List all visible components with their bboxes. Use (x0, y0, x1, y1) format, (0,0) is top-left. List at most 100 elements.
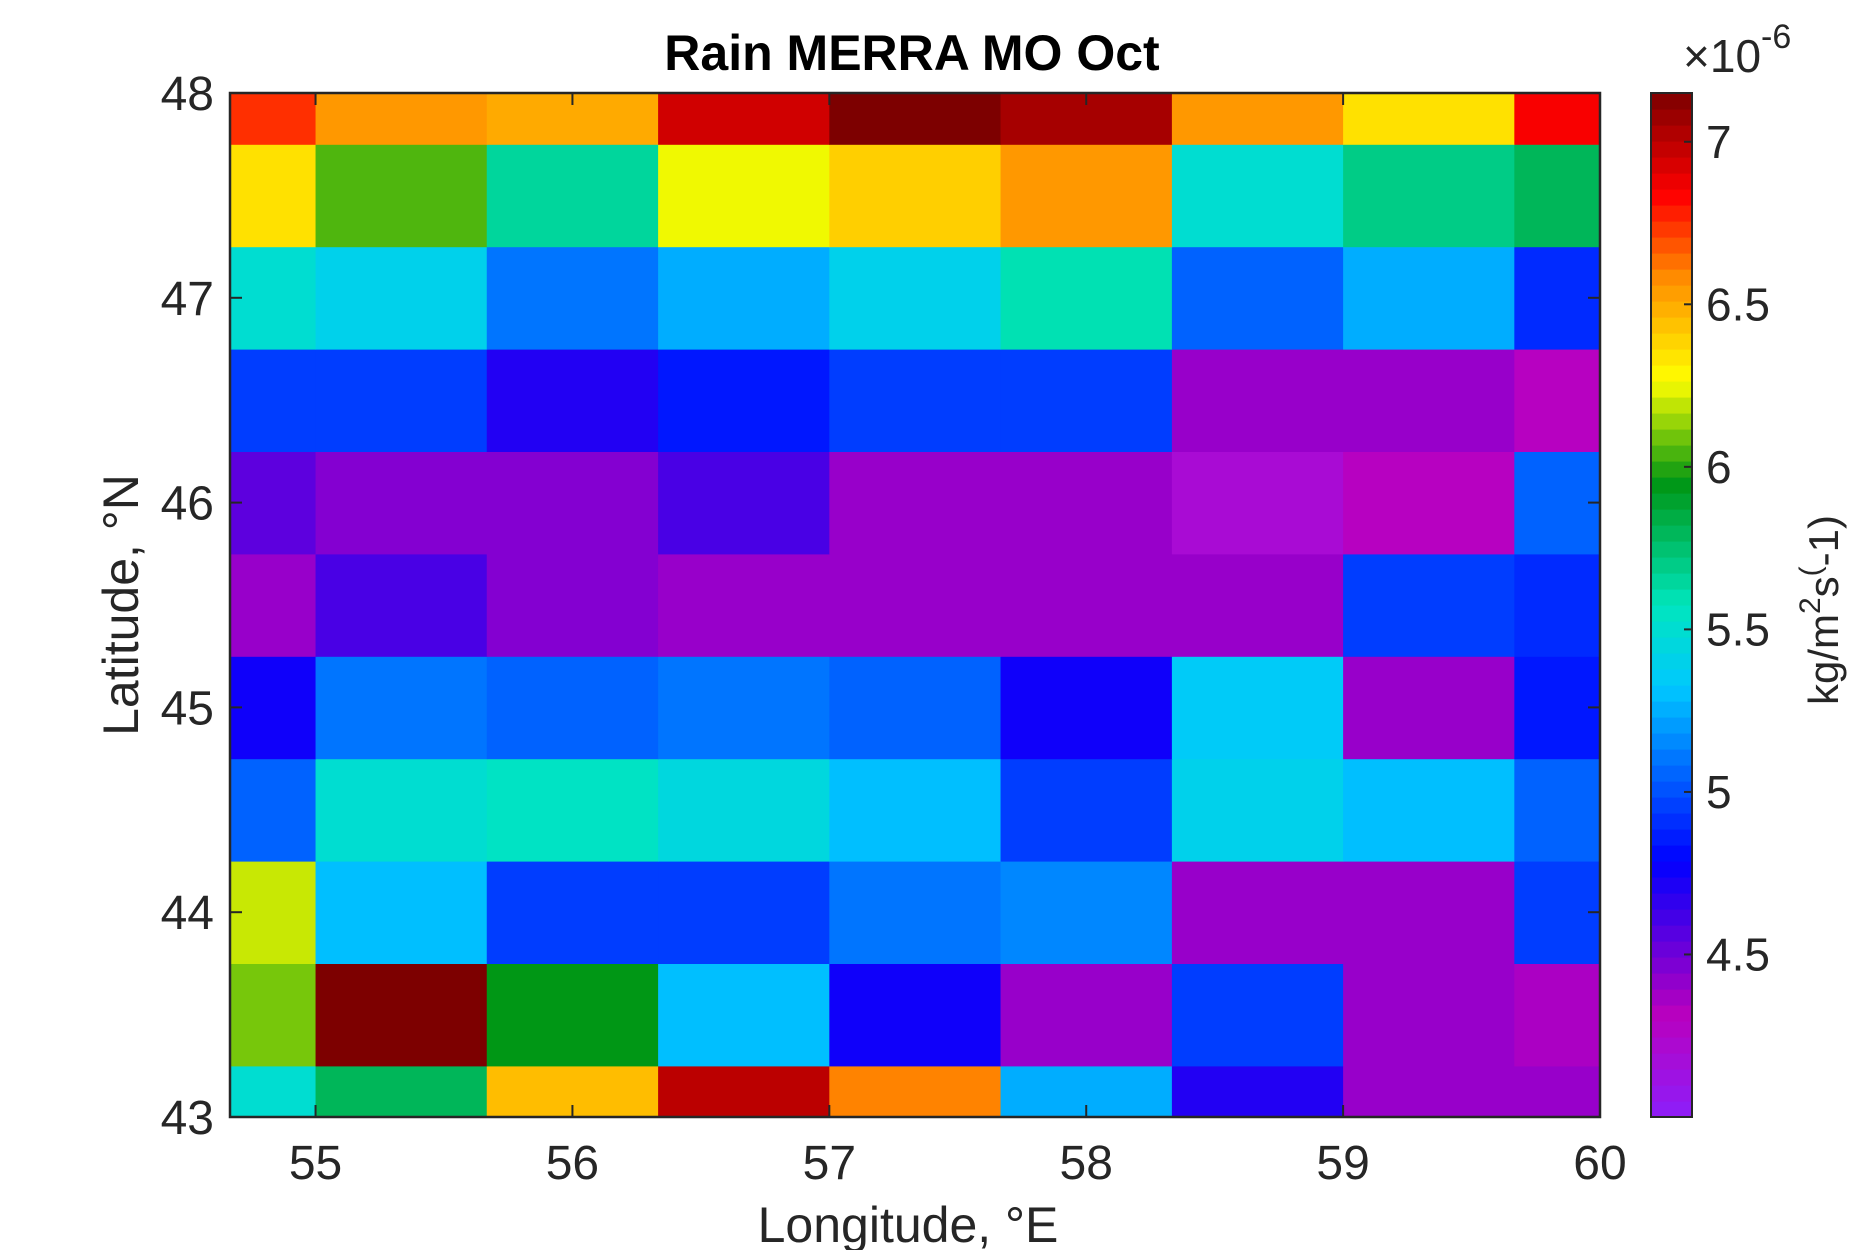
colorbar-label-exp: -1) (1800, 515, 1847, 566)
heatmap-cell (1514, 553, 1601, 657)
x-tick-label: 58 (1060, 1137, 1113, 1190)
heatmap-cell (1171, 656, 1344, 760)
heatmap-cell (1000, 963, 1173, 1067)
colorbar-segment (1651, 93, 1692, 110)
colorbar-segment (1651, 765, 1692, 782)
colorbar-segment (1651, 557, 1692, 574)
colorbar-segment (1651, 701, 1692, 718)
x-tick-label: 60 (1573, 1137, 1626, 1190)
heatmap-cell (315, 553, 488, 657)
heatmap-cell (230, 861, 317, 964)
colorbar-ticks: 4.5 5 5.5 6 6.5 7 (1684, 116, 1770, 980)
heatmap-cell (1343, 553, 1515, 657)
x-tick-label: 57 (803, 1137, 856, 1190)
colorbar-segment (1651, 589, 1692, 606)
heatmap-cell (1514, 963, 1601, 1067)
heatmap-cell (230, 656, 317, 760)
colorbar-segment (1651, 173, 1692, 190)
colorbar-tick-label: 6 (1706, 441, 1732, 493)
colorbar-segment (1651, 349, 1692, 366)
colorbar-segment (1651, 845, 1692, 862)
heatmap-cell (1171, 246, 1344, 350)
heatmap-cell (1514, 861, 1601, 964)
colorbar-tick-label: 4.5 (1706, 928, 1770, 980)
colorbar-segment (1651, 877, 1692, 894)
colorbar-segment (1651, 269, 1692, 286)
colorbar-segment (1651, 653, 1692, 670)
heatmap-cell (486, 246, 659, 350)
colorbar-segment (1651, 797, 1692, 814)
heatmap-cell (230, 349, 317, 452)
colorbar (1651, 93, 1692, 1118)
colorbar-segment (1651, 861, 1692, 878)
heatmap-cell (658, 963, 830, 1067)
heatmap-cell (658, 553, 830, 657)
heatmap-cell (658, 861, 830, 964)
colorbar-segment (1651, 221, 1692, 238)
colorbar-segment (1651, 333, 1692, 350)
x-tick-label: 56 (546, 1137, 599, 1190)
colorbar-label-s: s (1800, 576, 1847, 597)
heatmap-cell (1000, 349, 1173, 452)
heatmap-cell (829, 349, 1002, 452)
heatmap-cell (658, 758, 830, 862)
heatmap-cell (230, 246, 317, 350)
y-tick-label: 43 (161, 1092, 214, 1145)
heatmap-cell (1171, 349, 1344, 452)
heatmap-cell (486, 144, 659, 248)
x-axis-label: Longitude, °E (758, 1197, 1059, 1250)
heatmap-cell (658, 349, 830, 452)
heatmap-cell (315, 656, 488, 760)
heatmap-cell (1171, 144, 1344, 248)
colorbar-segment (1651, 541, 1692, 558)
x-tick-label: 55 (289, 1137, 342, 1190)
heatmap-cell (1514, 451, 1601, 555)
colorbar-segment (1651, 285, 1692, 302)
heatmap-cell (230, 963, 317, 1067)
y-tick-label: 45 (161, 682, 214, 735)
colorbar-segment (1651, 1053, 1692, 1070)
colorbar-segment (1651, 573, 1692, 590)
colorbar-segment (1651, 253, 1692, 270)
colorbar-segment (1651, 397, 1692, 414)
heatmap-cell (486, 349, 659, 452)
colorbar-tick-label: 5.5 (1706, 603, 1770, 655)
heatmap-cell (829, 963, 1002, 1067)
heatmap-cell (315, 349, 488, 452)
colorbar-tick-label: 5 (1706, 766, 1732, 818)
heatmap-cell (230, 1065, 317, 1118)
heatmap-cell (829, 758, 1002, 862)
heatmap-cell (486, 963, 659, 1067)
colorbar-multiplier-exponent: -6 (1761, 18, 1791, 56)
colorbar-segment (1651, 381, 1692, 398)
heatmap-cell (486, 656, 659, 760)
colorbar-segment (1651, 957, 1692, 974)
colorbar-label: kg/m2s(-1) (1794, 515, 1847, 705)
colorbar-segment (1651, 925, 1692, 942)
colorbar-segment (1651, 1021, 1692, 1038)
heatmap-cell (829, 1065, 1002, 1118)
heatmap-cell (658, 656, 830, 760)
colorbar-segment (1651, 829, 1692, 846)
colorbar-segment (1651, 781, 1692, 798)
heatmap-cell (829, 861, 1002, 964)
heatmap-cell (315, 1065, 488, 1118)
heatmap-cell (230, 758, 317, 862)
heatmap-cell (1000, 144, 1173, 248)
colorbar-segment (1651, 717, 1692, 734)
heatmap-cell (1171, 553, 1344, 657)
colorbar-multiplier: ×10-6 (1683, 18, 1791, 82)
heatmap-cell (1171, 861, 1344, 964)
plot-frame (228, 91, 1602, 1119)
colorbar-segment (1651, 157, 1692, 174)
heatmap-cell (1000, 451, 1173, 555)
colorbar-segment (1651, 509, 1692, 526)
colorbar-segment (1651, 1037, 1692, 1054)
heatmap-cell (486, 451, 659, 555)
colorbar-segment (1651, 189, 1692, 206)
colorbar-segment (1651, 141, 1692, 158)
heatmap-cell (1171, 758, 1344, 862)
heatmap-cell (1343, 1065, 1515, 1118)
colorbar-segment (1651, 317, 1692, 334)
